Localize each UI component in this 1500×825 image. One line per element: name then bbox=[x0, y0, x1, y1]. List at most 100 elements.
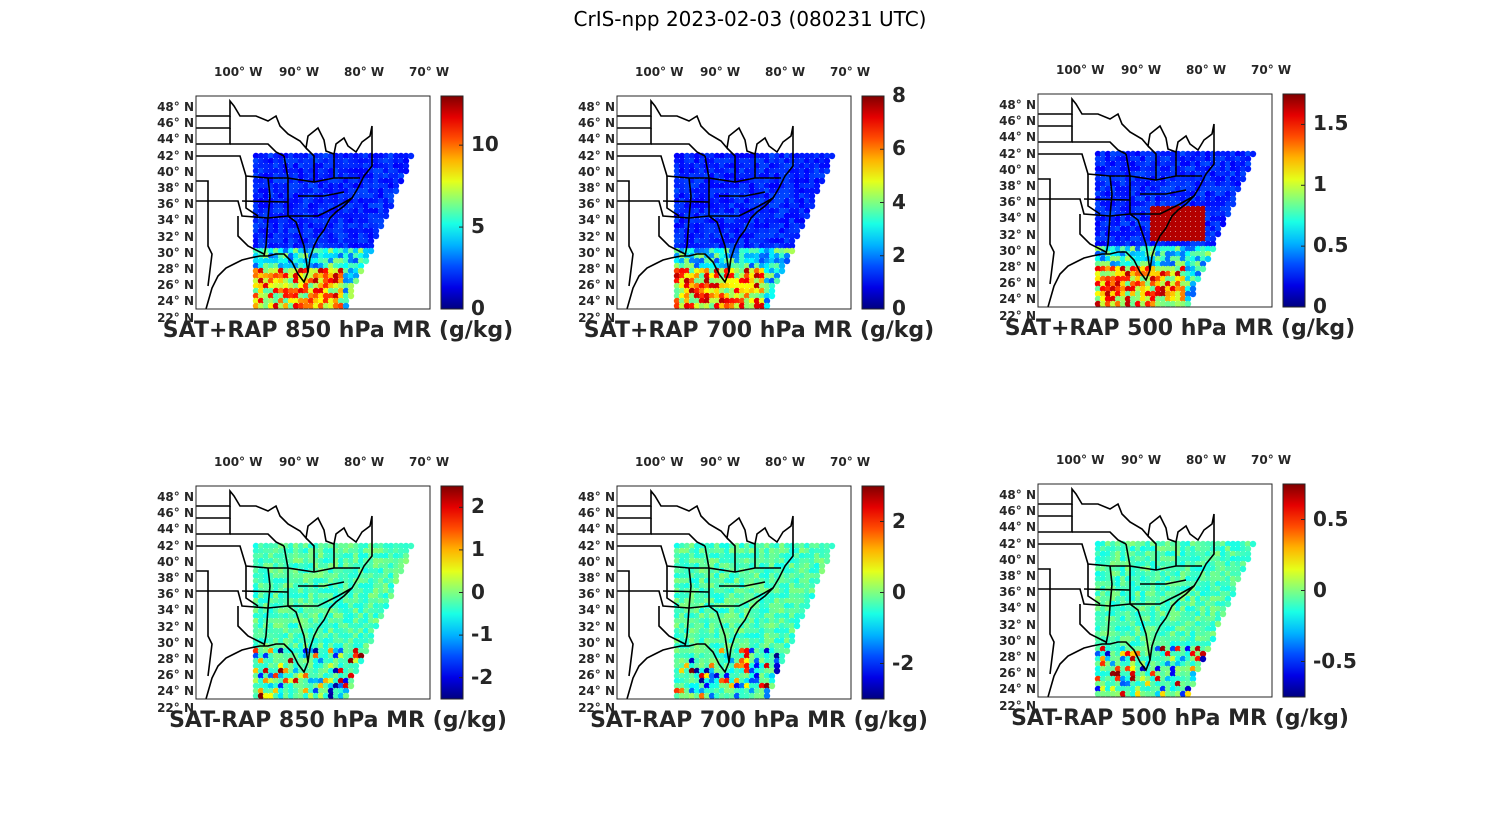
colorbar-tick-label: 2 bbox=[892, 242, 906, 267]
lat-label: 28° N bbox=[157, 652, 194, 666]
lat-label: 44° N bbox=[999, 520, 1036, 535]
lon-label: 90° W bbox=[700, 65, 741, 79]
lon-label: 100° W bbox=[1056, 63, 1105, 77]
lat-label: 44° N bbox=[578, 522, 615, 537]
map-frame bbox=[616, 95, 852, 310]
map-plot bbox=[1037, 483, 1306, 698]
lat-label: 26° N bbox=[999, 666, 1036, 681]
lat-label: 28° N bbox=[157, 262, 194, 276]
map-plot bbox=[616, 485, 885, 700]
lat-label: 38° N bbox=[157, 571, 194, 585]
lon-label: 90° W bbox=[1121, 63, 1162, 77]
lat-label: 40° N bbox=[999, 552, 1036, 567]
map-panel-4: 100° W 90° W 80° W 70° W 48° N 46° N 44° N 42° … bbox=[138, 455, 538, 765]
lat-label: 46° N bbox=[999, 504, 1036, 519]
lon-label: 90° W bbox=[279, 65, 320, 79]
lat-label: 24° N bbox=[157, 684, 194, 699]
colorbar-tick-label: 0 bbox=[1313, 577, 1327, 602]
map-frame bbox=[616, 485, 852, 700]
lat-label: 26° N bbox=[157, 278, 194, 293]
lat-label: 30° N bbox=[578, 245, 615, 260]
lat-label: 36° N bbox=[578, 197, 615, 212]
lat-label: 48° N bbox=[578, 490, 615, 504]
lat-label: 48° N bbox=[157, 490, 194, 504]
lat-label: 44° N bbox=[578, 132, 615, 147]
lat-label: 30° N bbox=[999, 243, 1036, 258]
lon-label: 80° W bbox=[1186, 453, 1227, 467]
lat-label: 42° N bbox=[578, 148, 615, 163]
colorbar-tick-label: 0 bbox=[892, 296, 906, 320]
lon-label: 100° W bbox=[214, 65, 263, 79]
state-boundaries bbox=[617, 488, 794, 699]
lon-label: 100° W bbox=[635, 65, 684, 79]
state-boundaries bbox=[617, 98, 794, 309]
figure-title: CrIS-npp 2023-02-03 (080231 UTC) bbox=[573, 7, 927, 31]
lon-label: 80° W bbox=[765, 455, 806, 469]
lat-label: 24° N bbox=[999, 292, 1036, 307]
lon-label: 90° W bbox=[1121, 453, 1162, 467]
colorbar-tick-label: 4 bbox=[892, 189, 906, 214]
lat-label: 46° N bbox=[157, 116, 194, 131]
lat-label: 30° N bbox=[157, 245, 194, 260]
lat-label: 22° N bbox=[999, 308, 1036, 323]
lon-label: 70° W bbox=[409, 65, 450, 79]
lat-label: 26° N bbox=[999, 276, 1036, 291]
lat-label: 34° N bbox=[578, 603, 615, 618]
lat-label: 46° N bbox=[157, 506, 194, 521]
map-plot bbox=[1037, 93, 1306, 308]
lon-label: 70° W bbox=[1251, 63, 1292, 77]
lat-label: 46° N bbox=[999, 114, 1036, 129]
colorbar-tick-label: 5 bbox=[471, 214, 485, 239]
colorbar-tick-label: 1 bbox=[471, 536, 485, 561]
lat-label: 32° N bbox=[999, 227, 1036, 242]
lon-label: 70° W bbox=[409, 455, 450, 469]
lat-label: 22° N bbox=[578, 700, 615, 715]
colorbar-tick-label: 6 bbox=[892, 136, 906, 161]
lat-label: 26° N bbox=[578, 278, 615, 293]
lat-label: 40° N bbox=[578, 164, 615, 179]
lon-label: 100° W bbox=[1056, 453, 1105, 467]
lat-label: 40° N bbox=[999, 162, 1036, 177]
lat-label: 30° N bbox=[157, 635, 194, 650]
lat-label: 48° N bbox=[999, 488, 1036, 502]
lat-label: 40° N bbox=[157, 164, 194, 179]
map-panel-5: 100° W 90° W 80° W 70° W 48° N 46° N 44° N 42° … bbox=[559, 455, 959, 765]
lat-label: 24° N bbox=[578, 684, 615, 699]
map-panel-6: 100° W 90° W 80° W 70° W 48° N 46° N 44° N 42° … bbox=[980, 453, 1380, 763]
map-plot bbox=[195, 485, 464, 700]
colorbar-tick-label: 2 bbox=[892, 508, 906, 533]
map-frame bbox=[195, 485, 431, 700]
map-frame bbox=[195, 95, 431, 310]
lon-label: 80° W bbox=[344, 65, 385, 79]
state-boundaries bbox=[1038, 96, 1215, 307]
lon-label: 80° W bbox=[1186, 63, 1227, 77]
colorbar bbox=[1282, 93, 1306, 308]
lat-label: 42° N bbox=[157, 538, 194, 553]
colorbar-tick-label: 8 bbox=[892, 83, 906, 107]
lat-label: 40° N bbox=[578, 554, 615, 569]
lat-label: 42° N bbox=[578, 538, 615, 553]
lat-label: 42° N bbox=[999, 536, 1036, 551]
swath-dots bbox=[673, 542, 836, 699]
panel-title: SAT+RAP 700 hPa MR (g/kg) bbox=[583, 318, 935, 343]
map-plot bbox=[616, 95, 885, 310]
colorbar-tick-label: -0.5 bbox=[1313, 648, 1357, 673]
panel-title: SAT-RAP 850 hPa MR (g/kg) bbox=[169, 708, 507, 733]
lat-label: 40° N bbox=[157, 554, 194, 569]
colorbar-tick-label: 10 bbox=[471, 132, 499, 157]
lon-label: 100° W bbox=[214, 455, 263, 469]
panel-title: SAT-RAP 500 hPa MR (g/kg) bbox=[1011, 706, 1349, 731]
lat-label: 22° N bbox=[157, 310, 194, 325]
lat-label: 36° N bbox=[999, 585, 1036, 600]
lon-label: 70° W bbox=[830, 455, 871, 469]
lat-label: 32° N bbox=[999, 617, 1036, 632]
colorbar-tick-label: 0.5 bbox=[1313, 506, 1349, 531]
map-frame bbox=[1037, 483, 1273, 698]
lat-label: 42° N bbox=[157, 148, 194, 163]
lat-label: 36° N bbox=[578, 587, 615, 602]
panel-title: SAT-RAP 700 hPa MR (g/kg) bbox=[590, 708, 928, 733]
lat-label: 38° N bbox=[999, 569, 1036, 583]
lat-label: 24° N bbox=[157, 294, 194, 309]
colorbar-tick-label: 1.5 bbox=[1313, 111, 1349, 136]
lat-label: 38° N bbox=[578, 571, 615, 585]
